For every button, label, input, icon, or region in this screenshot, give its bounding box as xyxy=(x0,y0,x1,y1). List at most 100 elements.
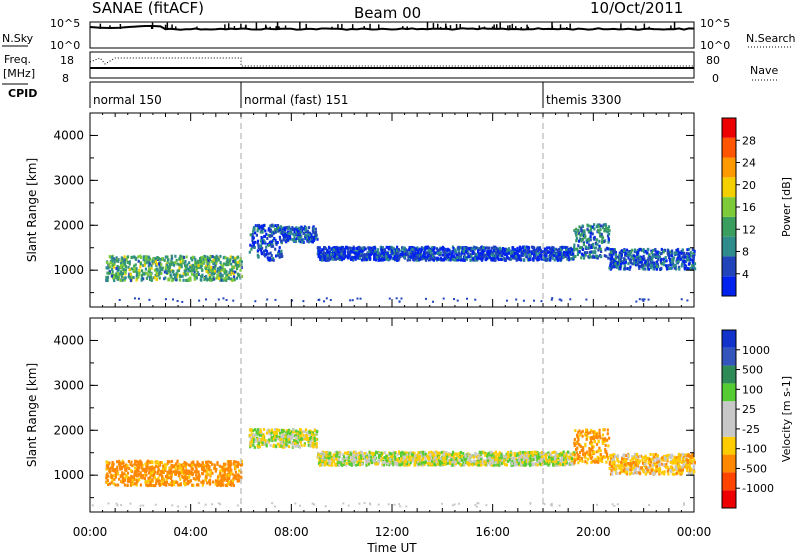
data-cell xyxy=(418,458,421,462)
data-cell xyxy=(403,246,406,250)
data-cell xyxy=(191,258,194,262)
data-cell xyxy=(202,465,205,469)
data-cell xyxy=(396,252,399,255)
data-cell xyxy=(304,236,307,240)
data-cell xyxy=(658,255,661,259)
data-cell xyxy=(253,438,256,442)
data-cell xyxy=(569,461,572,465)
data-cell xyxy=(259,225,262,229)
data-cell xyxy=(350,257,353,261)
data-cell xyxy=(222,483,225,487)
data-cell xyxy=(129,463,132,467)
data-cell xyxy=(293,434,297,438)
data-cell xyxy=(182,465,185,469)
data-cell xyxy=(135,256,138,260)
data-cell xyxy=(500,258,503,261)
data-cell xyxy=(630,255,633,259)
data-cell xyxy=(121,461,124,465)
data-cell xyxy=(158,479,161,483)
data-cell xyxy=(175,272,178,276)
data-cell xyxy=(376,248,379,252)
data-cell xyxy=(194,263,197,267)
data-cell xyxy=(145,483,148,487)
data-cell xyxy=(455,456,458,460)
data-cell xyxy=(165,474,169,478)
data-cell xyxy=(586,227,589,231)
data-cell xyxy=(269,234,272,238)
data-cell xyxy=(688,254,691,257)
data-cell xyxy=(259,428,262,432)
data-cell xyxy=(179,265,182,269)
data-cell xyxy=(163,481,166,484)
data-cell xyxy=(652,254,655,258)
data-cell xyxy=(373,249,376,253)
data-cell xyxy=(424,248,427,252)
data-cell xyxy=(281,254,284,258)
data-cell xyxy=(363,254,366,258)
data-cell xyxy=(157,468,160,472)
data-cell xyxy=(497,252,500,256)
data-cell xyxy=(253,445,256,449)
data-cell xyxy=(363,258,366,262)
data-cell xyxy=(662,257,666,261)
data-cell xyxy=(686,267,689,270)
data-cell xyxy=(254,433,257,437)
data-cell xyxy=(154,464,158,468)
data-cell xyxy=(607,256,610,260)
data-cell xyxy=(168,467,171,471)
data-cell xyxy=(308,233,311,237)
data-cell xyxy=(311,433,314,436)
data-cell xyxy=(589,255,593,259)
data-cell xyxy=(263,252,266,256)
data-cell xyxy=(342,248,345,252)
data-cell xyxy=(543,247,546,251)
data-cell xyxy=(566,246,569,250)
data-cell xyxy=(447,253,450,257)
data-cell xyxy=(218,464,221,468)
data-cell xyxy=(668,253,672,257)
nsearch-label: N.Search xyxy=(746,32,796,45)
data-cell xyxy=(580,239,583,243)
data-cell xyxy=(411,247,414,251)
data-cell xyxy=(209,254,212,258)
data-cell xyxy=(207,460,210,464)
data-cell xyxy=(262,433,265,437)
data-cell xyxy=(527,247,530,251)
data-cell xyxy=(489,250,492,254)
data-cell xyxy=(427,459,430,463)
data-cell xyxy=(229,481,232,485)
data-cell xyxy=(694,267,697,271)
data-cell xyxy=(181,274,184,278)
data-cell xyxy=(328,246,331,250)
data-cell xyxy=(161,266,164,270)
data-cell xyxy=(652,262,655,266)
data-cell xyxy=(133,473,136,477)
data-cell xyxy=(284,232,287,236)
data-cell xyxy=(481,249,485,253)
data-cell xyxy=(115,467,118,471)
data-cell xyxy=(106,466,109,470)
data-cell xyxy=(189,471,192,475)
data-cell xyxy=(608,229,611,233)
data-cell xyxy=(650,249,653,253)
ground-cell xyxy=(198,299,201,302)
nave-line xyxy=(89,57,694,67)
data-cell xyxy=(141,269,144,273)
data-cell xyxy=(317,247,320,251)
data-cell xyxy=(643,263,646,267)
data-cell xyxy=(439,251,442,255)
data-cell xyxy=(309,238,312,242)
data-cell xyxy=(214,482,217,486)
data-cell xyxy=(195,469,198,473)
data-cell xyxy=(317,453,320,457)
data-cell xyxy=(299,240,302,244)
y-tick-label: 4000 xyxy=(53,128,84,142)
data-cell xyxy=(141,474,145,478)
data-cell xyxy=(153,466,156,470)
data-cell xyxy=(183,261,186,265)
data-cell xyxy=(163,270,166,274)
data-cell xyxy=(297,232,301,236)
data-cell xyxy=(662,250,665,254)
data-cell xyxy=(280,434,283,438)
data-cell xyxy=(141,476,144,480)
